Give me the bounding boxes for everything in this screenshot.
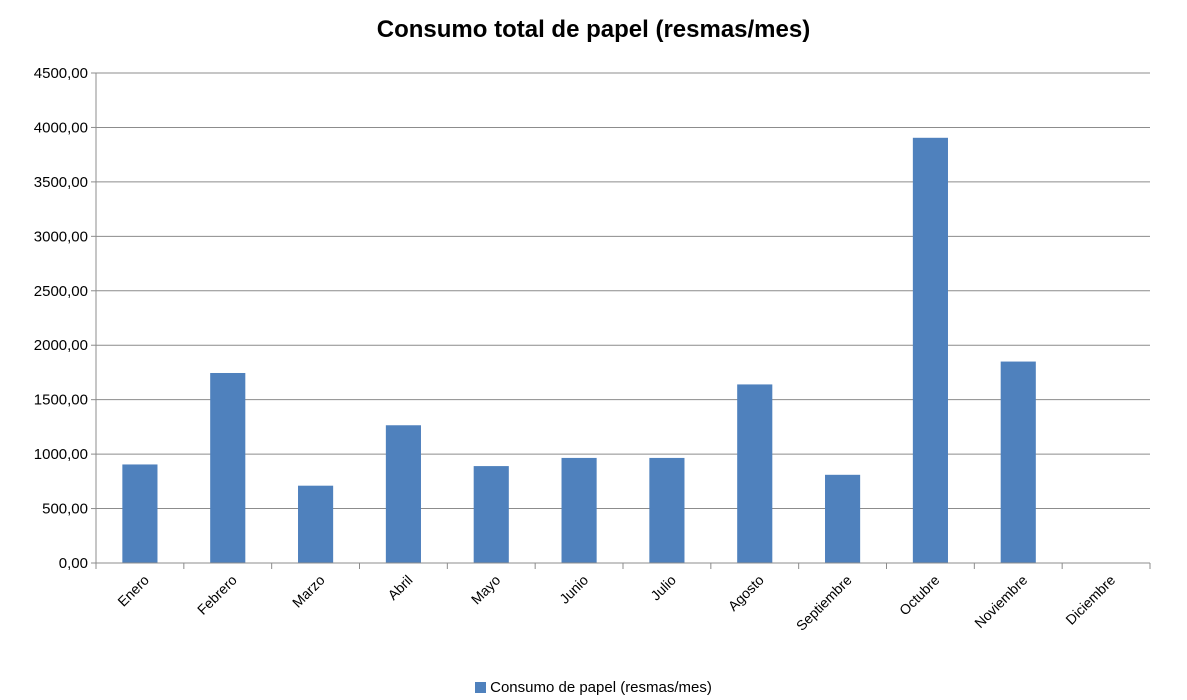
x-tick-label: Enero — [114, 572, 152, 610]
legend-label: Consumo de papel (resmas/mes) — [490, 679, 712, 696]
x-tick-label: Septiembre — [793, 572, 855, 634]
bar — [912, 137, 948, 564]
bar — [825, 474, 861, 563]
chart-title: Consumo total de papel (resmas/mes) — [376, 16, 811, 43]
x-tick-label: Diciembre — [1062, 572, 1118, 628]
x-tick-label: Mayo — [468, 572, 504, 608]
bar — [737, 384, 773, 563]
x-tick-label: Agosto — [725, 572, 767, 614]
bar — [385, 425, 421, 563]
x-tick-label: Junio — [556, 572, 591, 607]
x-tick-label: Abril — [384, 572, 415, 603]
bar — [473, 466, 509, 563]
bar — [649, 457, 685, 563]
axes — [91, 72, 1151, 569]
y-tick-label: 3500,00 — [34, 174, 88, 191]
gridlines — [96, 72, 1150, 510]
y-tick-label: 2000,00 — [34, 337, 88, 354]
y-tick-label: 3000,00 — [34, 228, 88, 245]
bar — [561, 457, 597, 563]
legend: Consumo de papel (resmas/mes) — [0, 679, 1187, 696]
x-tick-label: Marzo — [289, 572, 328, 611]
y-tick-label: 2500,00 — [34, 283, 88, 300]
y-tick-label: 1000,00 — [34, 446, 88, 463]
y-tick-label: 1500,00 — [34, 392, 88, 409]
bar — [210, 372, 246, 563]
x-tick-label: Febrero — [194, 572, 240, 618]
bars — [122, 137, 1036, 564]
y-tick-label: 4000,00 — [34, 119, 88, 136]
x-tick-labels: Enero Febrero Marzo Abril Mayo Junio Julio Agos… — [114, 572, 1118, 634]
y-tick-label: 500,00 — [42, 501, 88, 518]
y-tick-labels: 0,00 500,00 1000,00 1500,00 2000,00 2500,00 30… — [34, 65, 88, 572]
bar — [122, 464, 158, 563]
bar — [1000, 361, 1036, 563]
x-tick-label: Noviembre — [971, 572, 1030, 631]
bar — [298, 485, 334, 563]
y-tick-label: 0,00 — [59, 555, 88, 572]
y-tick-label: 4500,00 — [34, 65, 88, 82]
x-tick-label: Julio — [647, 572, 679, 604]
x-tick-label: Octubre — [896, 572, 943, 619]
legend-swatch — [475, 682, 487, 693]
